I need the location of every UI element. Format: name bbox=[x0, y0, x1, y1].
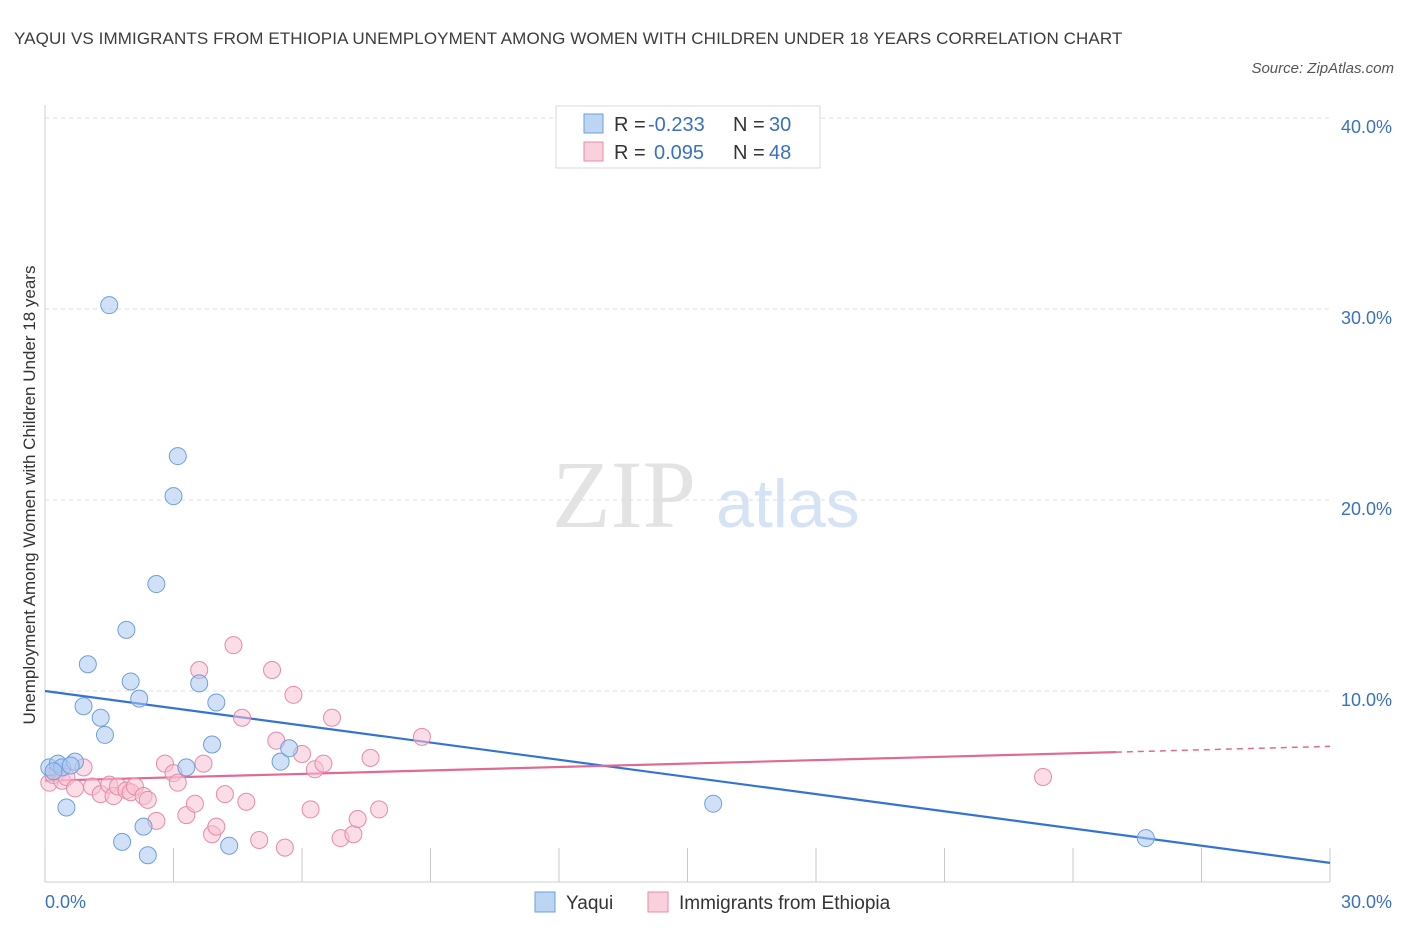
point-series-1-22 bbox=[185, 794, 204, 813]
point-series-1-32 bbox=[263, 660, 282, 679]
point-series-0-20 bbox=[190, 674, 209, 693]
point-series-1-47 bbox=[1034, 767, 1053, 786]
point-series-0-12 bbox=[121, 672, 140, 691]
y-tick-label-1: 20.0% bbox=[1341, 499, 1392, 519]
point-series-0-10 bbox=[113, 832, 132, 851]
point-series-0-15 bbox=[138, 846, 157, 865]
y-tick-label-3: 40.0% bbox=[1341, 117, 1392, 137]
point-series-0-8 bbox=[95, 725, 114, 744]
y-tick-label-2: 30.0% bbox=[1341, 308, 1392, 328]
legend-n-value-ethiopia: 48 bbox=[769, 142, 791, 164]
bottom-legend-label-ethiopia: Immigrants from Ethiopia bbox=[679, 893, 891, 914]
legend-swatch-ethiopia bbox=[583, 141, 604, 162]
legend-swatch-yaqui bbox=[583, 113, 604, 134]
point-series-0-27 bbox=[1136, 829, 1155, 848]
y-tick-label-0: 10.0% bbox=[1341, 690, 1392, 710]
source-credit: Source: ZipAtlas.com bbox=[1251, 60, 1394, 77]
point-series-1-37 bbox=[301, 800, 320, 819]
point-series-0-29 bbox=[61, 756, 80, 775]
point-series-0-25 bbox=[280, 739, 299, 758]
point-series-1-46 bbox=[412, 727, 431, 746]
point-series-1-44 bbox=[361, 748, 380, 767]
point-series-0-22 bbox=[207, 693, 226, 712]
watermark-atlas: atlas bbox=[716, 466, 860, 542]
point-series-0-21 bbox=[203, 735, 222, 754]
point-series-1-42 bbox=[344, 825, 363, 844]
point-series-1-45 bbox=[370, 800, 389, 819]
point-series-0-23 bbox=[220, 836, 239, 855]
point-series-1-30 bbox=[237, 792, 256, 811]
legend-n-value-yaqui: 30 bbox=[769, 114, 791, 136]
point-series-0-6 bbox=[78, 655, 97, 674]
series-legend: Yaqui Immigrants from Ethiopia bbox=[534, 891, 891, 914]
point-series-1-24 bbox=[194, 754, 213, 773]
point-series-0-18 bbox=[168, 447, 187, 466]
point-series-0-5 bbox=[74, 697, 93, 716]
point-series-0-7 bbox=[91, 708, 110, 727]
point-series-1-35 bbox=[284, 685, 303, 704]
point-series-1-39 bbox=[314, 754, 333, 773]
point-series-0-17 bbox=[164, 487, 183, 506]
point-series-1-27 bbox=[215, 785, 234, 804]
point-series-0-24 bbox=[271, 752, 290, 771]
point-series-0-28 bbox=[44, 762, 63, 781]
point-series-0-3 bbox=[57, 798, 76, 817]
point-series-1-16 bbox=[138, 790, 157, 809]
point-series-0-13 bbox=[130, 689, 149, 708]
point-series-1-34 bbox=[275, 838, 294, 857]
data-points bbox=[40, 296, 1155, 865]
trend-line-extension-series-1 bbox=[1115, 745, 1331, 753]
legend-n-label-yaqui: N = bbox=[733, 114, 765, 136]
point-series-1-43 bbox=[348, 809, 367, 828]
point-series-0-9 bbox=[100, 296, 119, 315]
x-tick-label-0: 0.0% bbox=[45, 892, 86, 912]
legend-r-value-ethiopia: 0.095 bbox=[654, 142, 704, 164]
stats-legend: R = -0.233 N = 30 R = 0.095 N = 48 bbox=[555, 105, 821, 169]
point-series-1-28 bbox=[224, 636, 243, 655]
grid-lines bbox=[45, 117, 1330, 692]
legend-r-value-yaqui: -0.233 bbox=[648, 114, 705, 136]
trend-line-series-0 bbox=[44, 689, 1331, 864]
y-axis-label: Unemployment Among Women with Children U… bbox=[20, 266, 39, 725]
x-tick-label-1: 30.0% bbox=[1341, 892, 1392, 912]
point-series-1-26 bbox=[207, 817, 226, 836]
point-series-0-11 bbox=[117, 620, 136, 639]
bottom-legend-swatch-ethiopia bbox=[647, 891, 669, 913]
legend-n-label-ethiopia: N = bbox=[733, 142, 765, 164]
legend-r-label-yaqui: R = bbox=[614, 114, 646, 136]
point-series-1-20 bbox=[168, 773, 187, 792]
tick-labels: 10.0% 20.0% 30.0% 40.0% 0.0% 30.0% bbox=[45, 117, 1392, 912]
point-series-1-5 bbox=[65, 779, 84, 798]
axes bbox=[44, 105, 1331, 883]
point-series-1-40 bbox=[322, 708, 341, 727]
point-series-0-26 bbox=[704, 794, 723, 813]
point-series-0-16 bbox=[147, 575, 166, 594]
legend-r-label-ethiopia: R = bbox=[614, 142, 646, 164]
bottom-legend-swatch-yaqui bbox=[534, 891, 556, 913]
point-series-0-14 bbox=[134, 817, 153, 836]
point-series-1-31 bbox=[250, 830, 269, 849]
trend-line-series-1 bbox=[44, 751, 1116, 782]
chart-title: YAQUI VS IMMIGRANTS FROM ETHIOPIA UNEMPL… bbox=[14, 29, 1123, 48]
point-series-0-19 bbox=[177, 758, 196, 777]
watermark-zip: ZIP bbox=[552, 441, 696, 548]
point-series-1-29 bbox=[233, 708, 252, 727]
bottom-legend-label-yaqui: Yaqui bbox=[566, 893, 613, 914]
trend-lines bbox=[44, 689, 1331, 864]
